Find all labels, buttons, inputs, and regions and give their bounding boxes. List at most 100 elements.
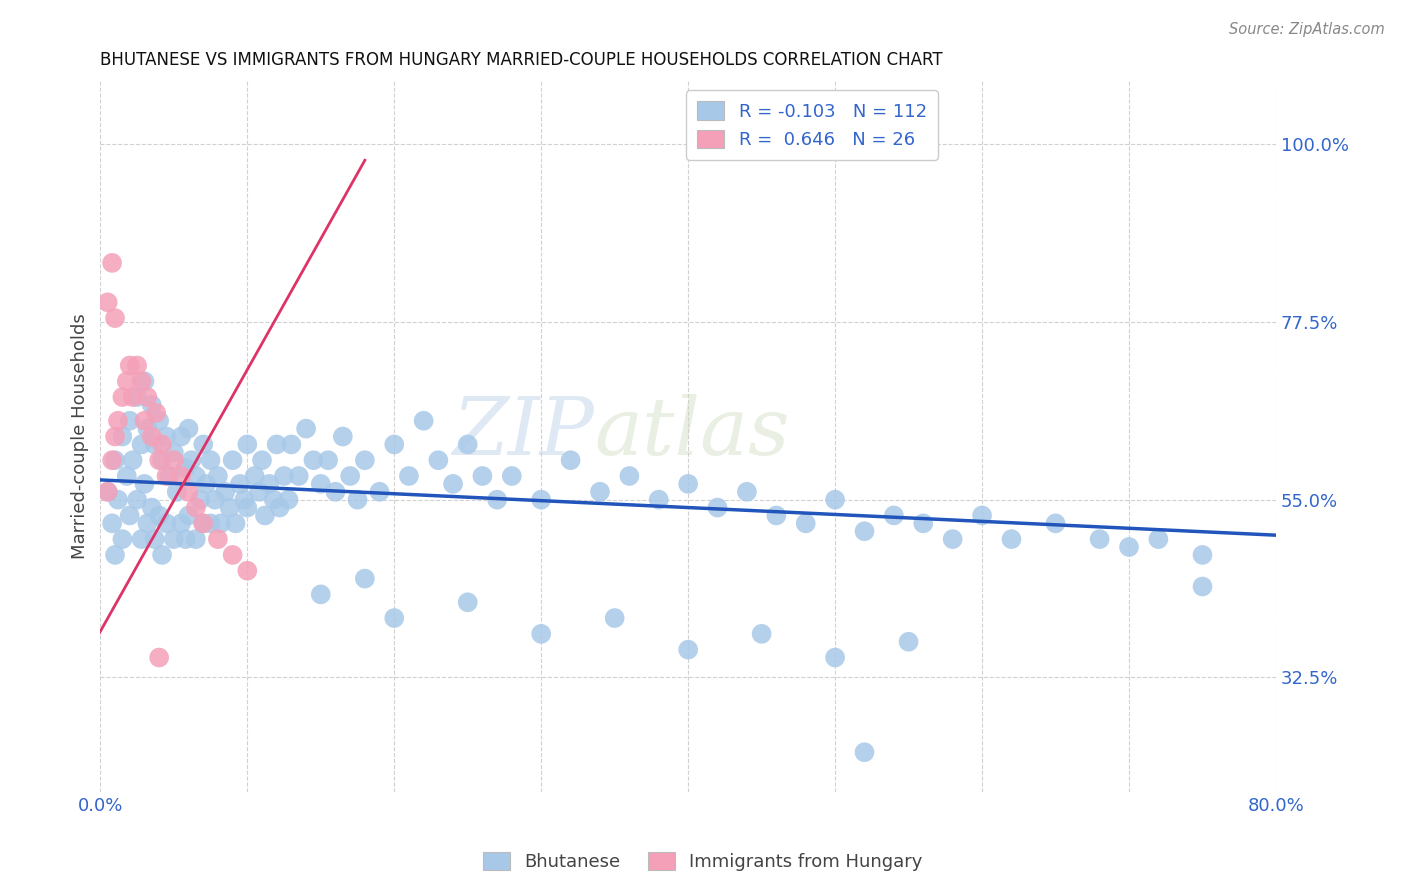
- Point: [229, 476, 252, 491]
- Point: [134, 374, 156, 388]
- Point: [115, 469, 138, 483]
- Point: [1191, 579, 1213, 593]
- Point: [184, 500, 207, 515]
- Point: [648, 492, 671, 507]
- Point: [207, 469, 229, 483]
- Point: [174, 532, 197, 546]
- Point: [853, 524, 876, 539]
- Point: [247, 484, 270, 499]
- Point: [339, 469, 361, 483]
- Point: [427, 453, 450, 467]
- Point: [111, 390, 134, 404]
- Legend: Bhutanese, Immigrants from Hungary: Bhutanese, Immigrants from Hungary: [477, 845, 929, 879]
- Point: [589, 484, 612, 499]
- Point: [148, 414, 170, 428]
- Point: [145, 406, 167, 420]
- Point: [150, 453, 173, 467]
- Point: [101, 256, 124, 270]
- Point: [188, 492, 211, 507]
- Point: [302, 453, 325, 467]
- Point: [273, 469, 295, 483]
- Point: [97, 484, 120, 499]
- Point: [170, 469, 193, 483]
- Point: [457, 437, 479, 451]
- Point: [127, 359, 149, 373]
- Point: [207, 532, 229, 546]
- Point: [127, 492, 149, 507]
- Point: [121, 390, 143, 404]
- Point: [619, 469, 641, 483]
- Point: [136, 422, 159, 436]
- Point: [280, 437, 302, 451]
- Point: [184, 469, 207, 483]
- Point: [295, 422, 318, 436]
- Point: [1147, 532, 1170, 546]
- Text: atlas: atlas: [595, 394, 790, 472]
- Point: [163, 445, 186, 459]
- Point: [751, 627, 773, 641]
- Point: [706, 500, 728, 515]
- Point: [354, 453, 377, 467]
- Point: [221, 453, 243, 467]
- Point: [131, 437, 153, 451]
- Point: [912, 516, 935, 531]
- Point: [118, 414, 141, 428]
- Point: [794, 516, 817, 531]
- Text: Source: ZipAtlas.com: Source: ZipAtlas.com: [1229, 22, 1385, 37]
- Point: [121, 453, 143, 467]
- Point: [200, 516, 222, 531]
- Point: [316, 453, 339, 467]
- Point: [150, 548, 173, 562]
- Point: [111, 429, 134, 443]
- Point: [104, 311, 127, 326]
- Point: [1045, 516, 1067, 531]
- Point: [127, 390, 149, 404]
- Point: [143, 532, 166, 546]
- Point: [412, 414, 434, 428]
- Point: [441, 476, 464, 491]
- Point: [942, 532, 965, 546]
- Point: [253, 508, 276, 523]
- Text: BHUTANESE VS IMMIGRANTS FROM HUNGARY MARRIED-COUPLE HOUSEHOLDS CORRELATION CHART: BHUTANESE VS IMMIGRANTS FROM HUNGARY MAR…: [100, 51, 943, 69]
- Point: [883, 508, 905, 523]
- Point: [236, 500, 259, 515]
- Point: [193, 516, 215, 531]
- Point: [184, 532, 207, 546]
- Point: [209, 516, 232, 531]
- Point: [193, 516, 215, 531]
- Point: [346, 492, 368, 507]
- Point: [325, 484, 347, 499]
- Point: [136, 390, 159, 404]
- Point: [970, 508, 993, 523]
- Point: [382, 437, 405, 451]
- Point: [97, 484, 120, 499]
- Point: [269, 500, 291, 515]
- Point: [250, 453, 273, 467]
- Point: [676, 642, 699, 657]
- Point: [309, 476, 332, 491]
- Point: [131, 374, 153, 388]
- Point: [824, 492, 846, 507]
- Point: [277, 492, 299, 507]
- Point: [155, 469, 177, 483]
- Point: [486, 492, 509, 507]
- Point: [263, 492, 285, 507]
- Point: [166, 484, 188, 499]
- Point: [259, 476, 281, 491]
- Point: [141, 500, 163, 515]
- Point: [214, 484, 236, 499]
- Point: [104, 453, 127, 467]
- Point: [118, 508, 141, 523]
- Point: [141, 429, 163, 443]
- Point: [530, 627, 553, 641]
- Point: [104, 548, 127, 562]
- Point: [97, 295, 120, 310]
- Point: [177, 508, 200, 523]
- Point: [204, 492, 226, 507]
- Point: [236, 564, 259, 578]
- Point: [287, 469, 309, 483]
- Point: [157, 469, 180, 483]
- Point: [218, 500, 240, 515]
- Point: [148, 650, 170, 665]
- Point: [1118, 540, 1140, 554]
